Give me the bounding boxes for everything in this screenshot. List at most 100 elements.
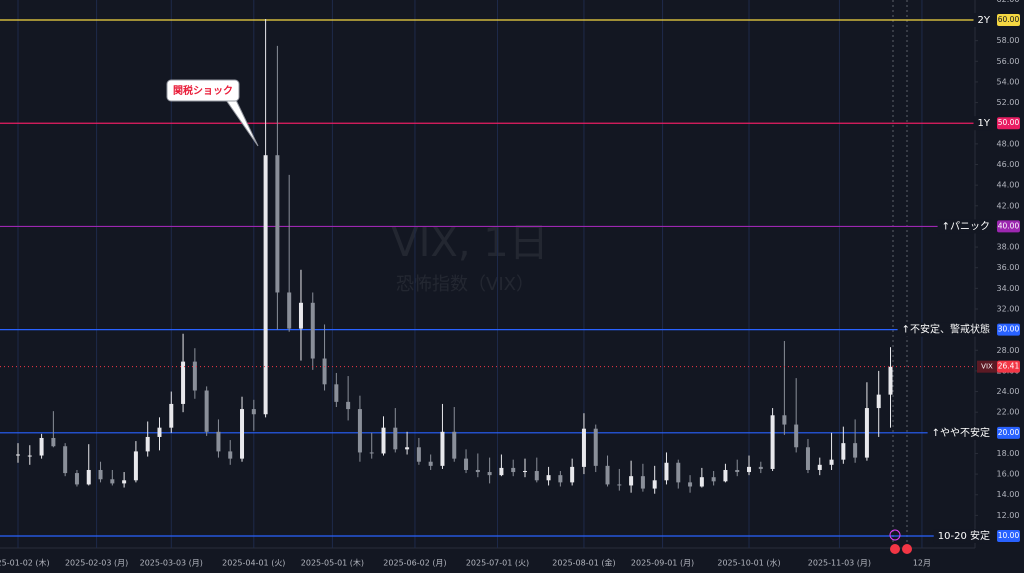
- candle-body: [794, 424, 799, 448]
- y-tick-label: 14.00: [997, 490, 1020, 499]
- y-tick-label: 16.00: [997, 470, 1020, 479]
- candle-body: [16, 454, 21, 456]
- y-tick-label: 32.00: [997, 304, 1020, 313]
- candle-body: [888, 366, 893, 395]
- candle-body: [782, 415, 787, 425]
- candle-body: [581, 428, 586, 467]
- candle-body: [181, 361, 186, 404]
- candle-body: [228, 451, 233, 459]
- candle-body: [464, 458, 469, 470]
- last-tag: [997, 360, 1020, 373]
- candle-body: [864, 408, 869, 458]
- candle-body: [629, 476, 634, 486]
- y-tick-label: 44.00: [997, 181, 1020, 190]
- level-tag-label: 20.00: [998, 428, 1020, 437]
- candle-body: [27, 455, 32, 457]
- level-label-bg: [937, 219, 992, 234]
- candle-body: [51, 437, 56, 447]
- candle-body: [287, 292, 292, 329]
- candle-body: [393, 427, 398, 450]
- event-icon: [889, 529, 901, 541]
- candle-body: [699, 477, 704, 487]
- candle-body: [322, 358, 327, 385]
- candle-body: [853, 443, 858, 458]
- candle-body: [298, 302, 303, 329]
- x-tick-label: 2025-07-01 (火): [466, 559, 529, 568]
- candle-body: [440, 431, 445, 466]
- level-tag: [997, 220, 1020, 233]
- x-tick-label: 2025-09-01 (月): [631, 559, 694, 568]
- callout: 関税ショック: [166, 79, 259, 147]
- y-tick-label: 46.00: [997, 160, 1020, 169]
- level-label: 2Y: [978, 15, 991, 26]
- y-tick-label: 52.00: [997, 98, 1020, 107]
- candle-body: [664, 462, 669, 481]
- candle-body: [334, 384, 339, 402]
- candle-body: [487, 472, 492, 476]
- candle-body: [369, 452, 374, 454]
- x-tick-label: 2025-04-01 (火): [222, 559, 285, 568]
- level-tag: [997, 117, 1020, 130]
- x-tick-label: 2025-02-03 (月): [65, 559, 128, 568]
- candle-body: [216, 431, 221, 452]
- candle-body: [817, 464, 822, 470]
- x-tick-label: 2025-06-02 (月): [383, 559, 446, 568]
- x-tick-label: 2025-05-01 (木): [301, 558, 364, 568]
- y-tick-label: 36.00: [997, 263, 1020, 272]
- y-tick-label: 12.00: [997, 511, 1020, 520]
- y-tick-label: 62.00: [997, 0, 1020, 4]
- candle-body: [511, 467, 516, 473]
- candle-body: [688, 482, 693, 487]
- level-tag-label: 40.00: [998, 221, 1020, 230]
- candle-body: [617, 484, 622, 486]
- candle-body: [452, 431, 457, 459]
- level-label-bg: [973, 116, 992, 131]
- candle-body: [74, 473, 79, 485]
- candle-body: [747, 466, 752, 473]
- level-tag: [997, 14, 1020, 27]
- candle-body: [405, 447, 410, 450]
- candle-body: [841, 443, 846, 460]
- y-tick-label: 56.00: [997, 57, 1020, 66]
- candle-body: [558, 475, 563, 483]
- candle-body: [499, 467, 504, 476]
- last-name-tag: [977, 360, 997, 373]
- candle-body: [829, 459, 834, 465]
- callout-text: 関税ショック: [173, 84, 233, 97]
- x-tick-label: 2025-03-03 (月): [140, 559, 203, 568]
- candle-body: [145, 436, 150, 452]
- level-label-bg: [973, 13, 992, 28]
- candle-body: [652, 480, 657, 489]
- y-tick-label: 58.00: [997, 36, 1020, 45]
- candle-body: [534, 471, 539, 481]
- y-tick-label: 24.00: [997, 387, 1020, 396]
- watermark-subtitle: 恐怖指数（VIX）: [396, 274, 534, 295]
- candle-body: [876, 394, 881, 409]
- candle-body: [263, 155, 268, 415]
- y-tick-label: 38.00: [997, 243, 1020, 252]
- candle-body: [416, 447, 421, 462]
- candle-body: [240, 409, 245, 459]
- level-tag-label: 60.00: [998, 15, 1020, 24]
- candle-body: [133, 451, 138, 481]
- candle-body: [758, 466, 763, 469]
- y-tick-label: 48.00: [997, 139, 1020, 148]
- y-tick-label: 42.00: [997, 201, 1020, 210]
- x-tick-label: 2025-10-01 (水): [717, 558, 780, 568]
- callout-box: [166, 79, 240, 102]
- y-tick-label: 18.00: [997, 449, 1020, 458]
- level-tag-label: 30.00: [998, 325, 1020, 334]
- last-value: 26.41: [998, 362, 1020, 371]
- candle-body: [522, 471, 527, 473]
- level-tag: [997, 530, 1020, 543]
- y-tick-label: 54.00: [997, 77, 1020, 86]
- candle-body: [640, 476, 645, 489]
- watermark-title: VIX, 1日: [391, 220, 548, 266]
- candle-body: [122, 480, 127, 484]
- level-label: 1Y: [978, 118, 991, 129]
- plot: [0, 18, 975, 537]
- level-tag-label: 10.00: [998, 531, 1020, 540]
- y-tick-label: 22.00: [997, 408, 1020, 417]
